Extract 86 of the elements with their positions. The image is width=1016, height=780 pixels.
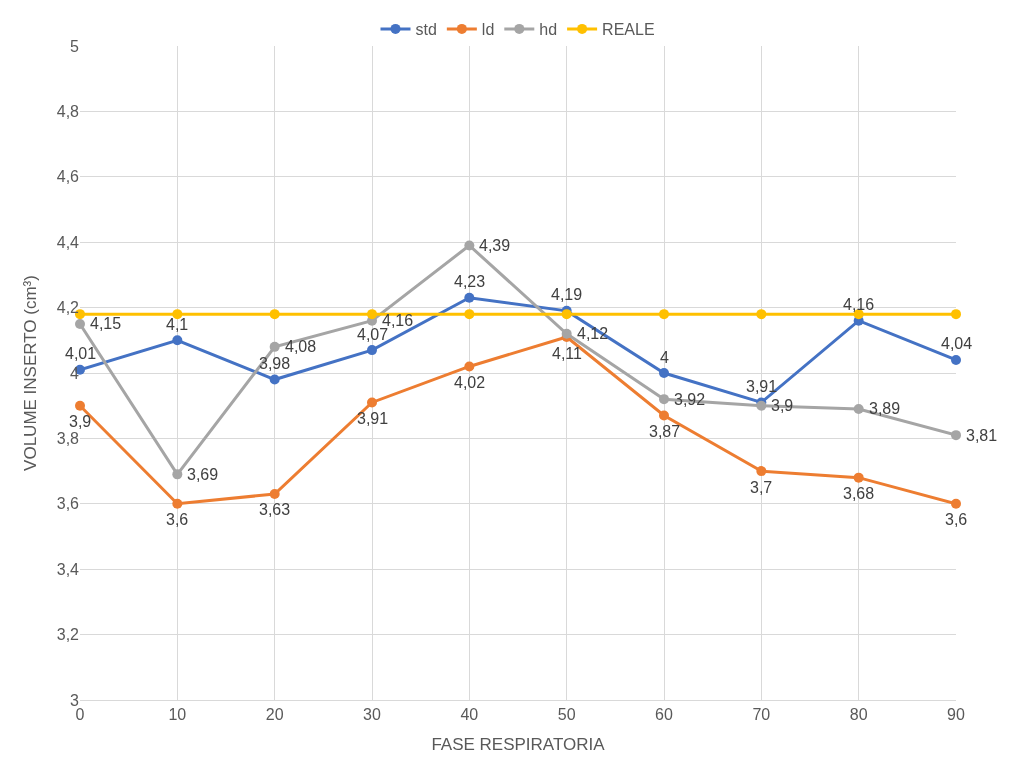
point — [853, 403, 864, 414]
point — [464, 292, 475, 303]
point — [75, 400, 85, 411]
y-tick-label: 3,4 — [56, 560, 80, 578]
data-label: 4,23 — [454, 273, 486, 290]
x-tick-label: 80 — [849, 706, 868, 724]
data-label: 4,16 — [382, 312, 414, 329]
x-tick-label: 10 — [168, 706, 187, 724]
data-label: 3,6 — [166, 511, 189, 528]
x-tick-label: 20 — [265, 706, 284, 724]
point — [659, 368, 669, 378]
legend-label: ld — [481, 21, 495, 39]
x-tick-label: 90 — [947, 706, 965, 724]
data-label: 3,9 — [69, 413, 92, 430]
data-label: 4,16 — [843, 296, 875, 313]
y-tick-label: 4,4 — [56, 233, 80, 251]
point — [659, 410, 669, 421]
point — [367, 309, 377, 320]
data-label: 4 — [660, 349, 669, 366]
data-label: 4,19 — [551, 286, 583, 303]
x-tick-label: 70 — [752, 706, 771, 724]
point — [464, 361, 475, 372]
y-tick-label: 5 — [70, 37, 80, 55]
x-tick-label: 30 — [363, 706, 381, 724]
point — [951, 430, 961, 441]
point — [367, 397, 377, 408]
data-label: 3,68 — [843, 485, 875, 502]
point — [756, 309, 767, 320]
y-tick-label: 4 — [70, 364, 80, 382]
point — [561, 328, 572, 339]
point — [269, 488, 280, 499]
data-label: 3,92 — [674, 391, 706, 408]
x-tick-label: 0 — [75, 706, 85, 724]
data-label: 4,11 — [552, 345, 583, 362]
point — [756, 466, 767, 477]
point — [951, 498, 961, 509]
data-label: 3,81 — [966, 427, 998, 444]
point — [269, 309, 280, 320]
y-tick-label: 4,6 — [56, 168, 80, 186]
data-label: 4,01 — [65, 345, 97, 362]
point — [172, 335, 183, 346]
point — [561, 309, 572, 320]
x-tick-label: 40 — [460, 706, 479, 724]
data-label: 3,98 — [259, 355, 291, 372]
data-label: 4,04 — [941, 335, 973, 352]
point — [269, 374, 280, 385]
data-label: 3,63 — [259, 501, 291, 518]
legend-label: std — [415, 21, 437, 39]
data-label: 4,07 — [357, 326, 389, 343]
data-label: 4,08 — [285, 338, 317, 355]
data-label: 4,15 — [90, 315, 122, 332]
point — [464, 309, 475, 320]
point — [464, 240, 475, 251]
point — [172, 469, 183, 480]
data-label: 4,02 — [454, 374, 486, 391]
point — [367, 345, 377, 356]
point — [951, 309, 961, 320]
point — [269, 341, 280, 352]
y-tick-label: 4,2 — [56, 299, 80, 317]
x-tick-label: 60 — [655, 706, 673, 724]
y-tick-label: 3,8 — [56, 430, 80, 447]
data-label: 3,91 — [357, 410, 389, 427]
data-label: 3,89 — [869, 400, 901, 417]
y-tick-label: 4,8 — [56, 103, 80, 120]
data-label: 3,9 — [771, 397, 794, 414]
legend-label: hd — [539, 21, 558, 39]
point — [951, 354, 961, 365]
x-tick-label: 50 — [557, 706, 576, 724]
data-label: 3,69 — [187, 466, 219, 483]
data-label: 3,87 — [649, 423, 681, 440]
data-label: 3,91 — [746, 378, 778, 395]
data-label: 4,39 — [479, 237, 511, 254]
legend-label: REALE — [602, 21, 655, 39]
point — [659, 394, 669, 405]
data-label: 3,7 — [750, 479, 773, 496]
data-label: 4,1 — [166, 316, 189, 333]
point — [172, 498, 183, 509]
point — [853, 472, 864, 483]
point — [659, 309, 669, 320]
y-tick-label: 3 — [70, 691, 80, 709]
y-axis-title: VOLUME INSERTO (cm³) — [21, 275, 41, 471]
y-tick-label: 3,6 — [56, 495, 80, 513]
point — [75, 318, 85, 329]
x-axis-title: FASE RESPIRATORIA — [431, 734, 606, 754]
y-tick-label: 3,2 — [56, 626, 80, 644]
data-label: 3,6 — [945, 511, 968, 528]
